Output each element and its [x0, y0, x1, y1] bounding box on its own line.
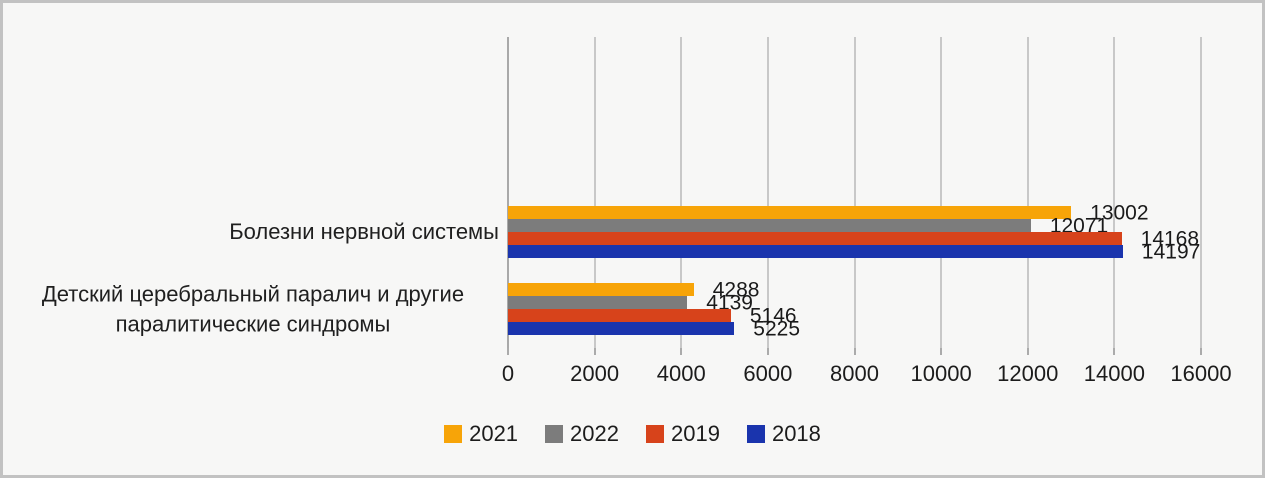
gridline	[766, 37, 769, 348]
bar-2022-category-1	[508, 296, 688, 309]
data-label-2021-category-0: 13002	[1090, 201, 1149, 224]
tick-mark	[1026, 348, 1029, 355]
gridline	[940, 37, 943, 348]
legend-item-2021: 2021	[444, 423, 518, 445]
x-tick-label: 2000	[570, 361, 620, 386]
tick-mark	[1113, 348, 1116, 355]
bar-2021-category-1	[508, 283, 694, 296]
tick-mark	[766, 348, 769, 355]
legend-swatch-icon	[746, 425, 765, 443]
gridline	[1026, 37, 1029, 348]
x-tick-label: 8000	[830, 361, 879, 386]
x-tick-label: 16000	[1170, 361, 1232, 386]
x-tick-label: 0	[501, 361, 515, 386]
axis-line	[507, 37, 509, 348]
category-label-text: Детский церебральный паралич и другие па…	[41, 281, 465, 336]
x-tick-label: 4000	[656, 361, 706, 386]
tick-mark	[853, 348, 856, 355]
data-label-2018-category-1: 5225	[753, 317, 801, 340]
category-label-1: Детский церебральный паралич и другие па…	[3, 279, 499, 338]
category-label-text: Болезни нервной системы	[229, 219, 499, 245]
tick-mark	[593, 348, 596, 355]
gridline	[853, 37, 856, 348]
bar-2018-category-1	[508, 322, 735, 335]
legend-label: 2019	[671, 421, 720, 446]
data-label-2019-category-0: 14168	[1140, 227, 1200, 250]
data-label-2021-category-1: 4288	[712, 278, 760, 301]
gridline	[1113, 37, 1116, 348]
tick-mark	[680, 348, 683, 355]
bar-2019-category-0	[508, 232, 1122, 245]
bar-2019-category-1	[508, 309, 731, 322]
gridline	[593, 37, 596, 348]
x-tick-label: 10000	[910, 361, 972, 386]
bar-2018-category-0	[508, 245, 1123, 258]
gridline	[1200, 37, 1202, 348]
category-label-0: Болезни нервной системы	[3, 217, 499, 247]
data-label-2018-category-0: 14197	[1141, 240, 1201, 263]
legend-swatch-icon	[545, 425, 564, 443]
data-label-2022-category-1: 4139	[706, 291, 753, 314]
gridline	[680, 37, 683, 348]
data-label-2019-category-1: 5146	[749, 304, 797, 327]
bar-2021-category-0	[508, 206, 1072, 219]
x-tick-label: 12000	[997, 361, 1059, 386]
data-label-2022-category-0: 12071	[1049, 214, 1109, 237]
legend-label: 2022	[570, 421, 619, 446]
x-tick-label: 14000	[1083, 361, 1145, 386]
legend-item-2019: 2019	[646, 423, 720, 445]
x-tick-label: 6000	[743, 361, 793, 386]
bar-2022-category-0	[508, 219, 1031, 232]
legend-label: 2021	[469, 421, 519, 446]
legend-swatch-icon	[646, 425, 664, 443]
legend-item-2022: 2022	[545, 423, 619, 445]
legend-item-2018: 2018	[746, 421, 821, 446]
legend-label: 2018	[771, 421, 821, 446]
legend-swatch-icon	[444, 425, 463, 443]
plot-area: 13002 12071 14168 14197 4288 4139 5146 5225	[507, 37, 1202, 355]
tick-mark	[940, 348, 943, 355]
legend: 2021 2022 2019 2018	[3, 423, 1262, 445]
tick-mark	[1200, 348, 1202, 355]
tick-mark	[507, 348, 509, 355]
